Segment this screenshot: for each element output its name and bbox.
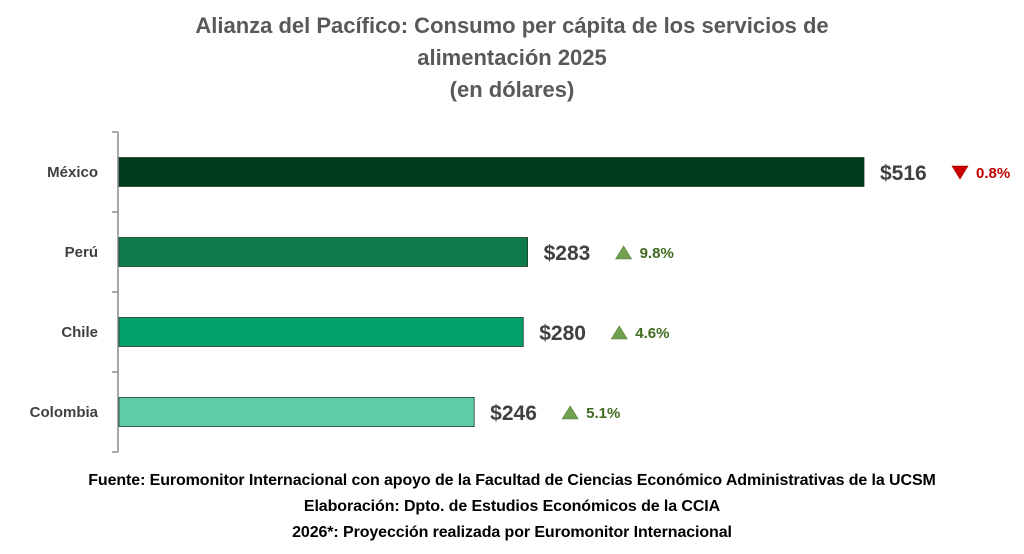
up-triangle-icon — [561, 405, 579, 420]
category-label: Chile — [61, 324, 98, 341]
change-label: 0.8% — [976, 165, 1010, 182]
up-triangle-icon — [615, 245, 633, 260]
change-label: 4.6% — [635, 325, 669, 342]
chart-title-line-3: (en dólares) — [449, 77, 575, 102]
bar — [118, 397, 475, 427]
category-label: México — [47, 164, 98, 181]
footer-projection-note: 2026*: Proyección realizada por Euromoni… — [292, 524, 732, 541]
footer-source: Fuente: Euromonitor Internacional con ap… — [88, 472, 936, 489]
chart-title: Alianza del Pacífico: Consumo per cápita… — [0, 10, 1024, 106]
source-footer: Fuente: Euromonitor Internacional con ap… — [0, 468, 1024, 546]
bar — [118, 317, 524, 347]
value-label: $280 — [539, 322, 586, 345]
change-label: 9.8% — [640, 245, 674, 262]
category-label: Colombia — [30, 404, 99, 421]
change-label: 5.1% — [586, 405, 620, 422]
bar — [118, 237, 528, 267]
value-label: $516 — [880, 162, 927, 185]
category-label: Perú — [65, 244, 98, 261]
value-label: $283 — [544, 242, 591, 265]
chart-title-line-1: Alianza del Pacífico: Consumo per cápita… — [195, 13, 829, 38]
up-triangle-icon — [610, 325, 628, 340]
chart-title-line-2: alimentación 2025 — [417, 45, 607, 70]
footer-elaboration: Elaboración: Dpto. de Estudios Económico… — [303, 498, 721, 515]
bar — [118, 157, 865, 187]
value-label: $246 — [490, 402, 537, 425]
down-triangle-icon — [951, 165, 969, 180]
